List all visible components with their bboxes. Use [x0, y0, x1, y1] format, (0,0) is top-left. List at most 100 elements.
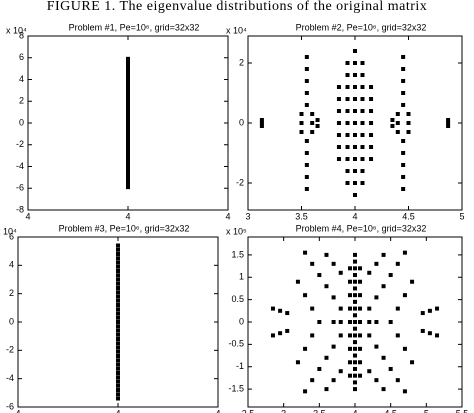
eigenvalue-point — [401, 187, 406, 191]
eigenvalue-point — [126, 168, 130, 173]
eigenvalue-point — [116, 307, 120, 312]
eigenvalue-point — [353, 373, 357, 378]
y-multiplier: x 10⁵ — [226, 226, 247, 236]
eigenvalue-point — [116, 247, 120, 252]
y-multiplier: x 10⁴ — [6, 25, 27, 35]
eigenvalue-point — [126, 149, 130, 154]
eigenvalue-point — [395, 261, 400, 266]
eigenvalue-point — [427, 331, 432, 336]
eigenvalue-point — [310, 333, 315, 338]
eigenvalue-point — [310, 112, 315, 116]
eigenvalue-point — [348, 333, 353, 338]
y-tick-label: -8 — [16, 204, 24, 214]
eigenvalue-point — [310, 306, 315, 311]
eigenvalue-point — [315, 118, 320, 122]
eigenvalue-point — [270, 306, 275, 311]
eigenvalue-point — [116, 375, 120, 380]
eigenvalue-point — [336, 97, 341, 101]
eigenvalue-point — [345, 109, 350, 113]
eigenvalue-point — [304, 163, 309, 167]
eigenvalue-point — [116, 286, 120, 290]
eigenvalue-point — [395, 121, 400, 125]
eigenvalue-point — [324, 284, 329, 289]
eigenvalue-point — [126, 185, 130, 190]
eigenvalue-point — [315, 124, 320, 128]
x-tick-label: 5.5 — [456, 408, 469, 413]
eigenvalue-point — [126, 79, 130, 84]
eigenvalue-point — [402, 293, 407, 298]
eigenvalue-point — [126, 175, 130, 180]
eigenvalue-point — [126, 89, 130, 94]
y-tick-label: 6 — [19, 52, 24, 62]
eigenvalue-point — [357, 373, 362, 378]
subplot: Problem #4, Pe=10⁶, grid=32x32 x 10⁵ -1.5 -… — [226, 223, 468, 413]
eigenvalue-point — [116, 392, 120, 397]
eigenvalue-point — [353, 169, 357, 173]
eigenvalue-point — [336, 109, 341, 113]
eigenvalue-point — [374, 261, 379, 266]
eigenvalue-point — [345, 73, 350, 77]
y-tick-label: -6 — [16, 183, 24, 193]
eigenvalue-point — [324, 387, 329, 392]
eigenvalue-point — [420, 328, 425, 333]
eigenvalue-point — [126, 66, 130, 71]
eigenvalue-point — [353, 61, 357, 65]
eigenvalue-point — [126, 115, 130, 120]
eigenvalue-point — [348, 293, 353, 298]
eigenvalue-point — [331, 378, 336, 383]
eigenvalue-point — [303, 346, 308, 351]
eigenvalue-point — [401, 151, 406, 155]
eigenvalue-point — [410, 360, 415, 365]
eigenvalue-point — [126, 132, 130, 137]
eigenvalue-point — [126, 139, 130, 144]
eigenvalue-point — [390, 124, 395, 128]
eigenvalue-point — [353, 133, 357, 137]
eigenvalue-point — [126, 69, 130, 74]
eigenvalue-point — [369, 157, 374, 161]
y-tick-label: -1.5 — [228, 383, 244, 393]
x-tick-label: 5 — [424, 408, 429, 413]
eigenvalue-point — [353, 193, 357, 197]
eigenvalue-point — [295, 360, 300, 365]
eigenvalue-point — [374, 344, 379, 349]
x-tick-label: 4 — [115, 408, 120, 413]
eigenvalue-point — [126, 95, 130, 100]
y-tick-label: 2 — [9, 288, 14, 298]
eigenvalue-point — [348, 360, 353, 365]
eigenvalue-point — [357, 360, 362, 365]
eigenvalue-point — [116, 383, 120, 388]
x-tick-label: 3.5 — [313, 408, 326, 413]
x-tick-label: 3 — [281, 408, 286, 413]
eigenvalue-point — [338, 306, 343, 311]
eigenvalue-point — [116, 252, 120, 256]
eigenvalue-point — [395, 130, 400, 134]
y-tick-label: 2 — [19, 96, 24, 106]
eigenvalue-point — [345, 157, 350, 161]
eigenvalue-point — [116, 281, 120, 286]
eigenvalue-point — [126, 162, 130, 167]
eigenvalue-point — [336, 121, 341, 125]
eigenvalue-point — [304, 67, 309, 71]
eigenvalue-point — [401, 163, 406, 167]
eigenvalue-point — [427, 308, 432, 313]
eigenvalue-point — [331, 320, 336, 324]
eigenvalue-point — [353, 353, 357, 358]
eigenvalue-point — [353, 181, 357, 185]
eigenvalue-point — [126, 102, 130, 107]
eigenvalue-point — [410, 279, 415, 284]
eigenvalue-point — [338, 270, 343, 275]
subplot: Problem #2, Pe=10⁶, grid=32x32 x 10⁴ -2 0 2 3… — [226, 22, 465, 221]
y-multiplier: x 10⁴ — [226, 25, 247, 35]
eigenvalue-point — [348, 373, 353, 378]
eigenvalue-point — [402, 389, 407, 394]
eigenvalue-point — [357, 266, 362, 271]
eigenvalue-point — [353, 340, 357, 345]
eigenvalue-point — [353, 293, 357, 298]
eigenvalue-point — [353, 306, 357, 311]
eigenvalue-point — [353, 286, 357, 291]
eigenvalue-point — [353, 313, 357, 318]
eigenvalue-point — [357, 333, 362, 338]
eigenvalue-point — [360, 157, 365, 161]
eigenvalue-point — [336, 145, 341, 149]
